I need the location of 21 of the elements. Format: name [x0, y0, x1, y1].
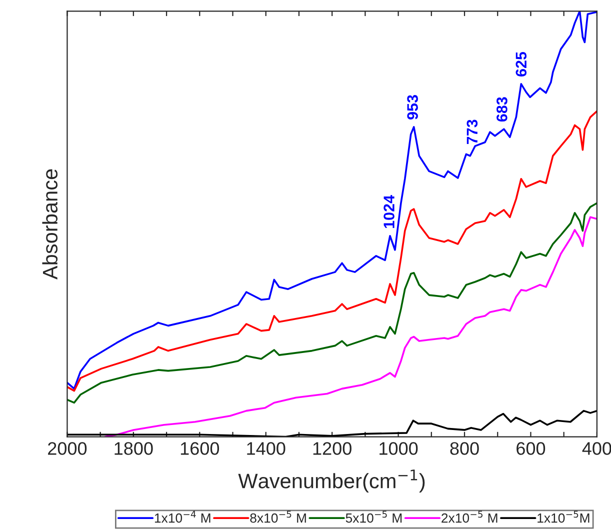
- x-tick-label: 2000: [48, 442, 87, 455]
- annotation: 953: [407, 95, 418, 120]
- x-tick-label: 1400: [247, 442, 286, 455]
- x-axis-title: Wavenumber(cm$^{−1}$): [238, 470, 425, 492]
- x-tick-label: 600: [516, 442, 546, 455]
- x-tick-label: 1200: [313, 442, 352, 455]
- legend-label: 1x10$^{−4}$ M: [154, 510, 210, 523]
- legend-label: 5x10$^{−5}$ M: [346, 510, 402, 523]
- x-tick-label: 800: [450, 442, 479, 455]
- legend-label: 2x10$^{−5}$ M: [442, 510, 498, 523]
- annotation: 625: [516, 52, 527, 76]
- x-tick-label: 1800: [114, 442, 153, 455]
- annotation: 683: [496, 97, 508, 122]
- legend-label: 8x10$^{−5}$ M: [250, 510, 306, 523]
- x-tick-label: 1000: [380, 442, 418, 455]
- x-tick-label: 400: [582, 442, 611, 455]
- legend-label: 1x10$^{−5}$M: [538, 510, 590, 523]
- annotation: 1024: [384, 195, 394, 228]
- annotation: 773: [466, 120, 478, 144]
- x-tick-label: 1600: [180, 442, 220, 455]
- y-axis-title: Absorbance: [42, 169, 58, 280]
